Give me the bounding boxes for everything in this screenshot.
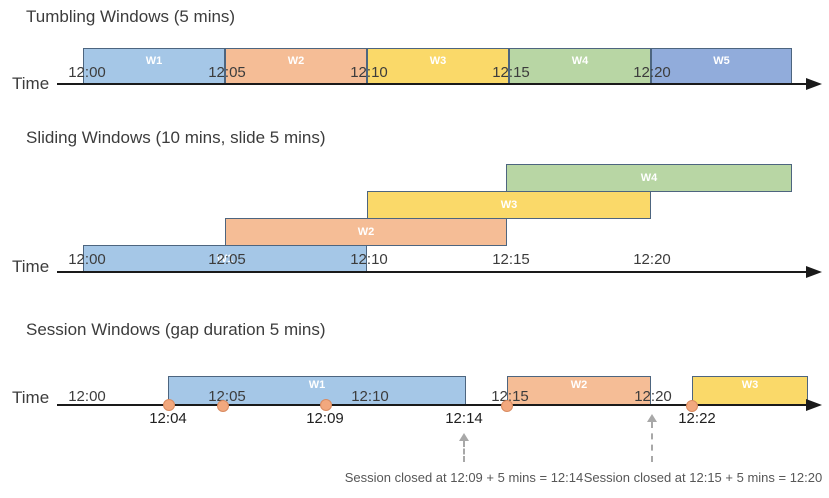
window-label: W2 <box>287 55 305 67</box>
event-time-label-1222: 12:22 <box>678 410 716 427</box>
sliding-time-axis-label: Time <box>12 257 50 276</box>
session-time-axis-label: Time <box>12 388 50 407</box>
event-time-label-1204: 12:04 <box>149 410 187 427</box>
window-label: W1 <box>145 55 163 67</box>
event-dot-1215 <box>501 400 513 412</box>
window-label: W3 <box>741 379 759 391</box>
tumbling-timeline <box>57 83 808 85</box>
event-dot-1205 <box>217 400 229 412</box>
window-label: W1 <box>308 379 326 391</box>
tumbling-tick-1215: 12:15 <box>492 64 530 81</box>
dashed-arrow-shaft <box>651 422 653 462</box>
sliding-window-w2: W2 <box>225 218 507 246</box>
sliding-window-w4: W4 <box>506 164 792 192</box>
sliding-tick-1210: 12:10 <box>350 251 388 268</box>
session-tick-1220: 12:20 <box>634 388 672 405</box>
event-time-label-1214: 12:14 <box>445 410 483 427</box>
window-label: W4 <box>571 55 589 67</box>
session-window-w1: W1 <box>168 376 466 405</box>
session-tick-1205: 12:05 <box>208 388 246 405</box>
sliding-tick-1205: 12:05 <box>208 251 246 268</box>
sliding-tick-1200: 12:00 <box>68 251 106 268</box>
sliding-timeline-arrowhead-icon <box>806 266 822 278</box>
tumbling-window-w1: W1 <box>83 48 225 84</box>
session-tick-1210: 12:10 <box>351 388 389 405</box>
window-label: W2 <box>357 226 375 238</box>
session-window-w2: W2 <box>507 376 651 405</box>
session-timeline <box>57 404 808 406</box>
window-label: W3 <box>500 199 518 211</box>
tumbling-window-w5: W5 <box>651 48 792 84</box>
tumbling-tick-1205: 12:05 <box>208 64 246 81</box>
session-tick-1200: 12:00 <box>68 388 106 405</box>
session-timeline-arrowhead-icon <box>806 399 822 411</box>
dashed-arrow-shaft <box>463 441 465 462</box>
window-label: W2 <box>570 379 588 391</box>
tumbling-time-axis-label: Time <box>12 74 50 93</box>
sliding-tick-1220: 12:20 <box>633 251 671 268</box>
event-time-label-1209: 12:09 <box>306 410 344 427</box>
tumbling-window-w3: W3 <box>367 48 509 84</box>
window-label: W4 <box>640 172 658 184</box>
tumbling-section-title: Tumbling Windows (5 mins) <box>26 7 236 26</box>
event-dot-1204 <box>163 399 175 411</box>
sliding-window-w3: W3 <box>367 191 651 219</box>
dashed-up-arrow-icon <box>647 414 657 422</box>
sliding-window-w1: W1 <box>83 245 367 273</box>
window-label: W3 <box>429 55 447 67</box>
tumbling-tick-1200: 12:00 <box>68 64 106 81</box>
event-dot-1209 <box>320 399 332 411</box>
session-closed-annotation-1: Session closed at 12:09 + 5 mins = 12:14 <box>344 470 584 485</box>
tumbling-timeline-arrowhead-icon <box>806 78 822 90</box>
event-dot-1222 <box>686 400 698 412</box>
dashed-up-arrow-icon <box>459 433 469 441</box>
sliding-timeline <box>57 271 808 273</box>
session-tick-1215: 12:15 <box>491 388 529 405</box>
session-closed-annotation-2: Session closed at 12:15 + 5 mins = 12:20 <box>583 470 823 485</box>
window-label: W1 <box>216 253 234 265</box>
tumbling-tick-1210: 12:10 <box>350 64 388 81</box>
sliding-section-title: Sliding Windows (10 mins, slide 5 mins) <box>26 128 326 147</box>
session-window-w3: W3 <box>692 376 808 405</box>
window-label: W5 <box>713 55 730 67</box>
session-section-title: Session Windows (gap duration 5 mins) <box>26 320 326 339</box>
tumbling-tick-1220: 12:20 <box>633 64 671 81</box>
sliding-tick-1215: 12:15 <box>492 251 530 268</box>
